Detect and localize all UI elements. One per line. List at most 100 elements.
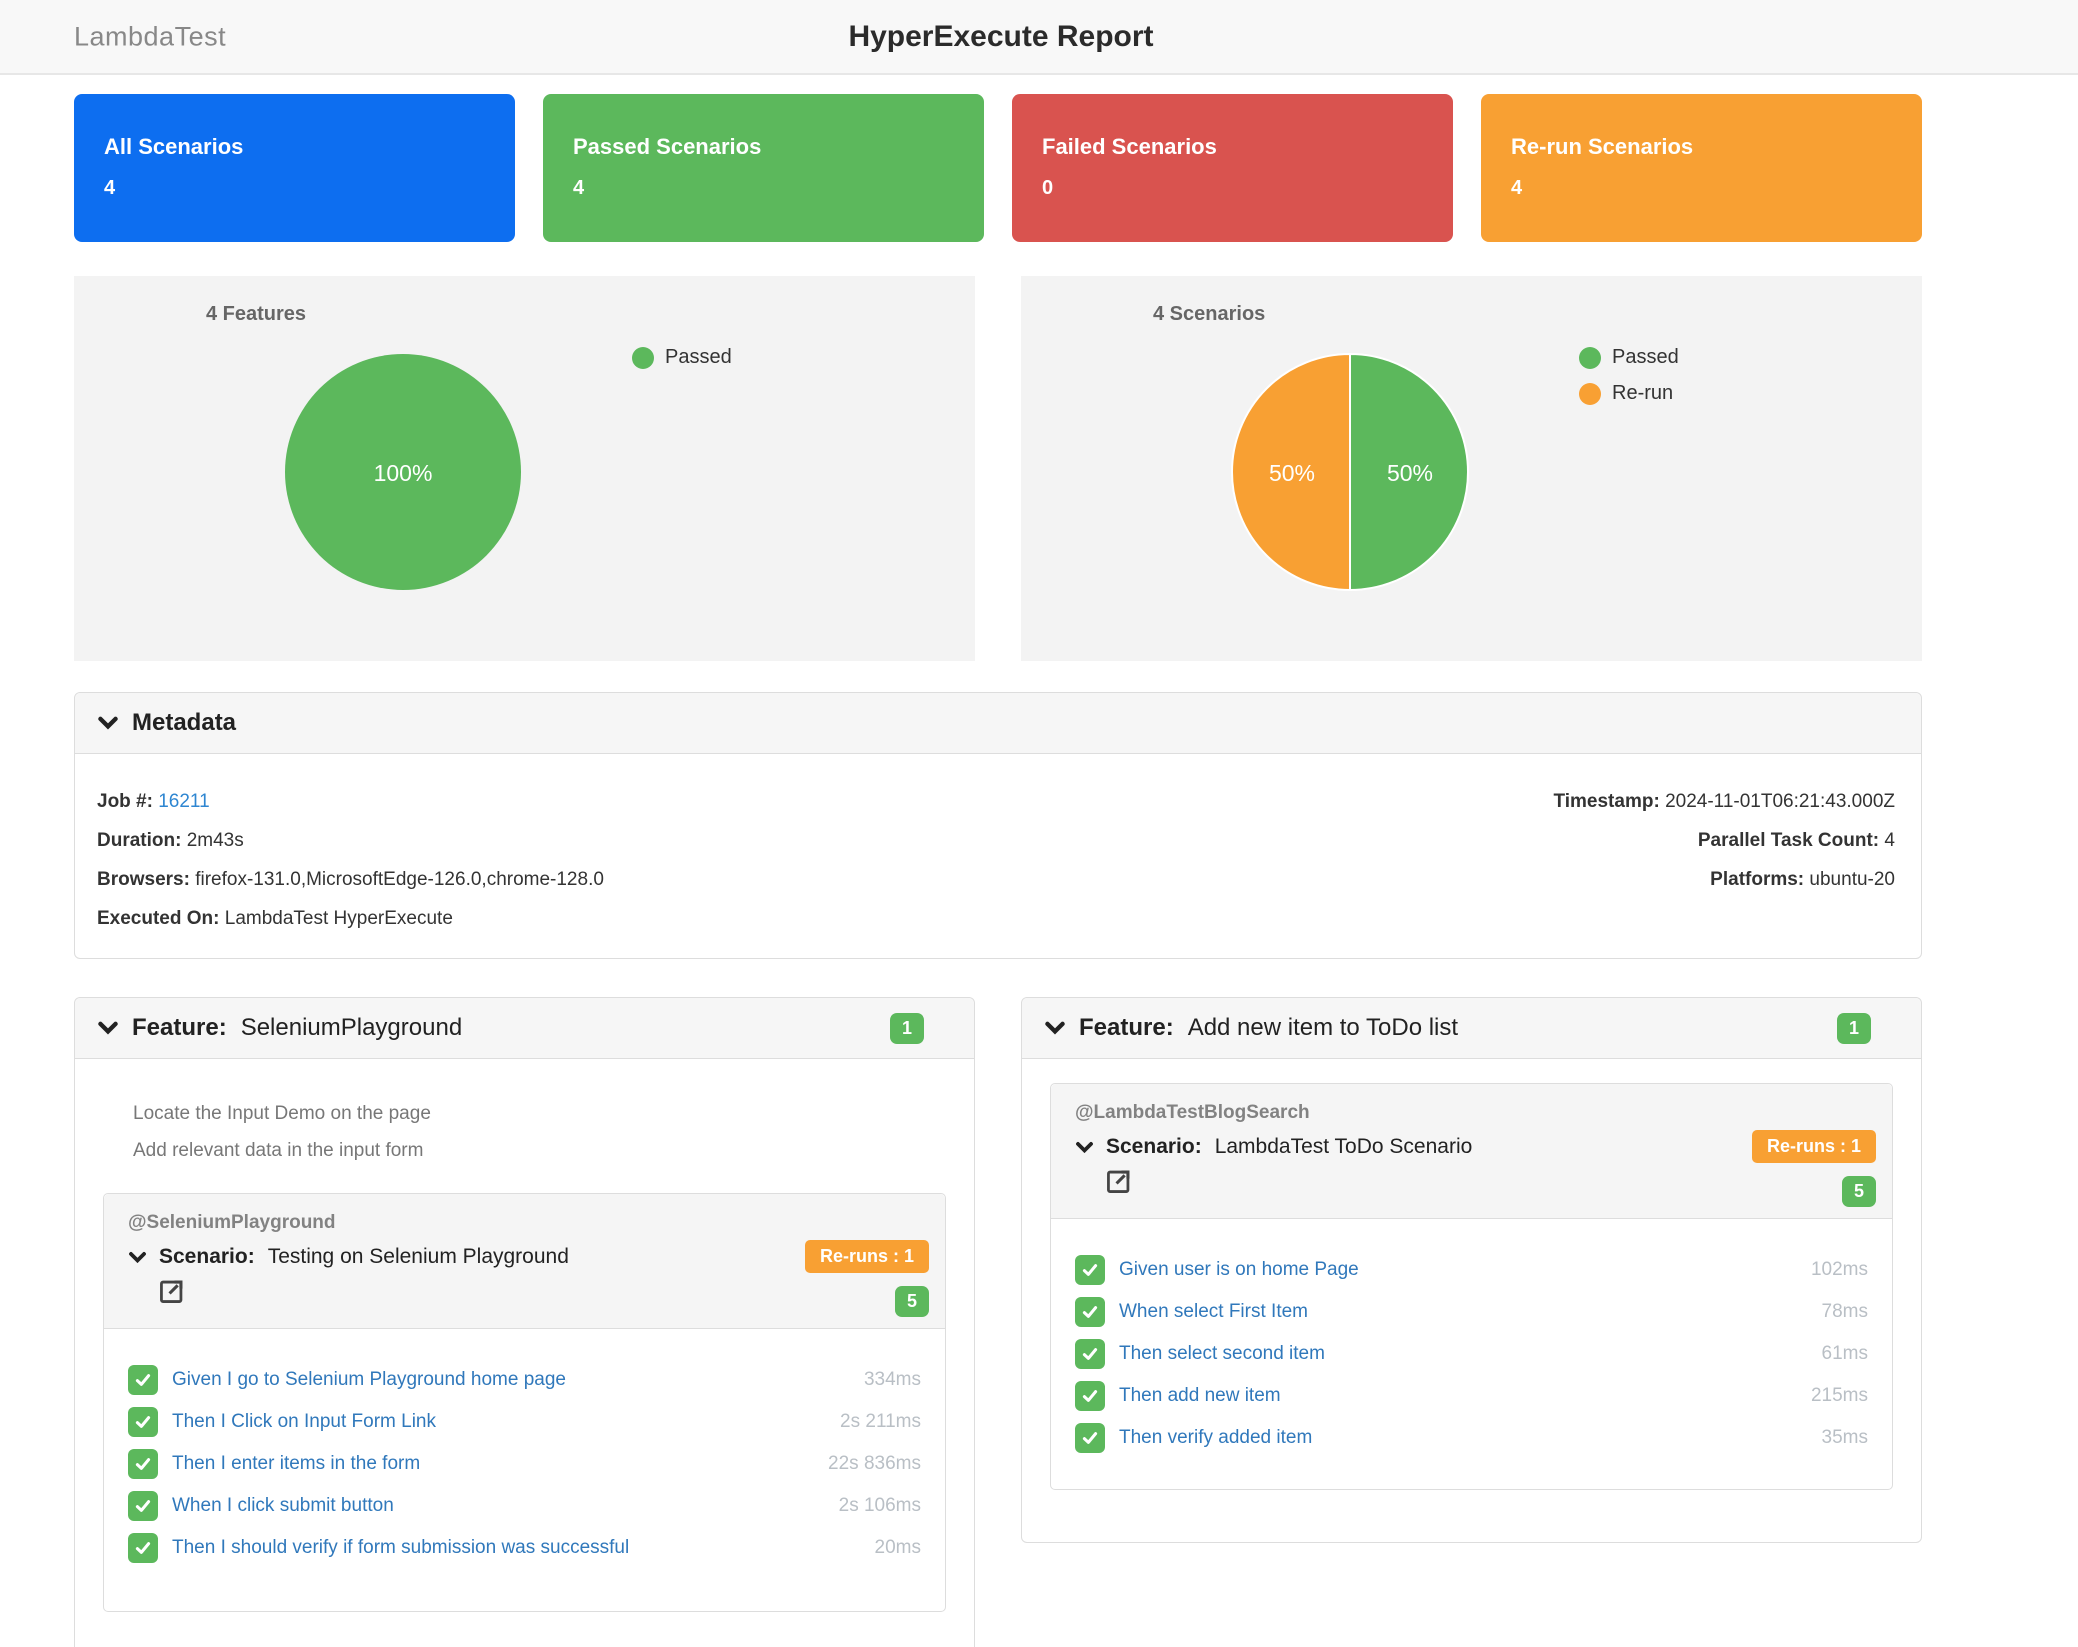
step-link[interactable]: Given I go to Selenium Playground home p…: [172, 1369, 566, 1390]
feature-name: Add new item to ToDo list: [1187, 1014, 1459, 1041]
metadata-panel: Metadata Job #: 16211 Duration: 2m43s Br…: [74, 692, 1922, 959]
step-duration: 22s 836ms: [828, 1453, 921, 1474]
step-link[interactable]: When I click submit button: [172, 1495, 394, 1516]
step-row: Then I Click on Input Form Link 2s 211ms: [128, 1407, 921, 1437]
card-value: 0: [1042, 177, 1054, 199]
scenario-count-badge: 1: [889, 1012, 924, 1044]
passed-check-icon: [128, 1407, 158, 1437]
chevron-down-icon[interactable]: [1075, 1138, 1094, 1157]
meta-value: firefox-131.0,MicrosoftEdge-126.0,chrome…: [195, 869, 604, 890]
chevron-down-icon[interactable]: [97, 712, 119, 734]
meta-value: LambdaTest HyperExecute: [224, 908, 453, 929]
meta-label: Timestamp:: [1553, 791, 1660, 812]
meta-value: 2m43s: [186, 830, 244, 851]
step-link[interactable]: Given user is on home Page: [1119, 1259, 1359, 1280]
step-link[interactable]: Then I Click on Input Form Link: [172, 1411, 436, 1432]
passed-check-icon: [1075, 1297, 1105, 1327]
passed-check-icon: [1075, 1339, 1105, 1369]
passed-check-icon: [128, 1533, 158, 1563]
passed-check-icon: [1075, 1255, 1105, 1285]
meta-label: Parallel Task Count:: [1697, 830, 1880, 851]
meta-value: 2024-11-01T06:21:43.000Z: [1665, 791, 1895, 812]
feature-label: Feature:: [1079, 1014, 1174, 1041]
step-row: Then verify added item 35ms: [1075, 1423, 1868, 1453]
external-link-icon[interactable]: [1106, 1168, 1132, 1194]
scenario-tag: @LambdaTestBlogSearch: [1075, 1102, 1310, 1123]
scenario-header: @LambdaTestBlogSearch Scenario: LambdaTe…: [1051, 1084, 1892, 1219]
step-duration: 2s 211ms: [840, 1411, 921, 1432]
passed-legend-dot-icon: [1579, 346, 1601, 369]
chart-legend: Passed: [632, 346, 732, 382]
step-link[interactable]: Then I should verify if form submission …: [172, 1537, 630, 1558]
scenario-label: Scenario:: [1106, 1135, 1202, 1158]
chevron-down-icon[interactable]: [97, 1017, 119, 1039]
legend-item-passed[interactable]: Passed: [1579, 346, 1679, 369]
scenario-name: LambdaTest ToDo Scenario: [1214, 1135, 1473, 1158]
step-row: Then add new item 215ms: [1075, 1381, 1868, 1411]
summary-card-all[interactable]: All Scenarios 4: [74, 94, 515, 242]
rerun-legend-dot-icon: [1579, 382, 1601, 405]
summary-card-rerun[interactable]: Re-run Scenarios 4: [1481, 94, 1922, 242]
step-link[interactable]: Then select second item: [1119, 1343, 1325, 1364]
rerun-badge: Re-runs : 1: [804, 1240, 929, 1273]
legend-item-passed[interactable]: Passed: [632, 346, 732, 369]
scenario-tag: @SeleniumPlayground: [128, 1212, 336, 1233]
step-row: Then I should verify if form submission …: [128, 1533, 921, 1563]
scenarios-pie-chart: 50% 50%: [1230, 352, 1470, 592]
step-row: Then select second item 61ms: [1075, 1339, 1868, 1369]
step-duration: 2s 106ms: [838, 1495, 921, 1516]
passed-check-icon: [128, 1491, 158, 1521]
pie-slice-passed: [1349, 352, 1469, 592]
metadata-header[interactable]: Metadata: [75, 693, 1921, 754]
summary-cards: All Scenarios 4 Passed Scenarios 4 Faile…: [74, 94, 1922, 242]
external-link-icon[interactable]: [159, 1278, 185, 1304]
page-title: HyperExecute Report: [848, 19, 1154, 53]
chevron-down-icon[interactable]: [1044, 1017, 1066, 1039]
card-value: 4: [1511, 177, 1523, 199]
feature-header[interactable]: Feature: SeleniumPlayground 1: [75, 998, 974, 1059]
step-row: Then I enter items in the form 22s 836ms: [128, 1449, 921, 1479]
job-number-link[interactable]: 16211: [158, 791, 210, 812]
meta-label: Browsers:: [97, 869, 190, 890]
meta-label: Executed On:: [97, 908, 220, 929]
feature-description: Locate the Input Demo on the page: [133, 1103, 431, 1124]
scenarios-chart-panel: 4 Scenarios 50% 50% Passed Re-run: [1021, 276, 1922, 661]
summary-card-failed[interactable]: Failed Scenarios 0: [1012, 94, 1453, 242]
chevron-down-icon[interactable]: [128, 1248, 147, 1267]
step-duration: 35ms: [1821, 1427, 1868, 1448]
scenario-header: @SeleniumPlayground Scenario: Testing on…: [104, 1194, 945, 1329]
summary-card-passed[interactable]: Passed Scenarios 4: [543, 94, 984, 242]
steps-list: Given user is on home Page 102ms When se…: [1051, 1219, 1892, 1489]
step-link[interactable]: When select First Item: [1119, 1301, 1308, 1322]
step-row: Given user is on home Page 102ms: [1075, 1255, 1868, 1285]
chart-title: 4 Scenarios: [1153, 303, 1266, 325]
card-value: 4: [104, 177, 116, 199]
meta-duration-row: Duration: 2m43s: [97, 821, 604, 860]
step-duration: 334ms: [863, 1369, 921, 1390]
feature-panel-selenium-playground: Feature: SeleniumPlayground 1 Locate the…: [74, 997, 975, 1647]
meta-parallel-count-row: Parallel Task Count: 4: [1553, 821, 1895, 860]
step-link[interactable]: Then I enter items in the form: [172, 1453, 421, 1474]
steps-list: Given I go to Selenium Playground home p…: [104, 1329, 945, 1611]
rerun-badge: Re-runs : 1: [1751, 1130, 1876, 1163]
step-link[interactable]: Then add new item: [1119, 1385, 1281, 1406]
top-bar: LambdaTest HyperExecute Report: [0, 0, 2078, 75]
step-row: When I click submit button 2s 106ms: [128, 1491, 921, 1521]
meta-label: Duration:: [97, 830, 182, 851]
step-count-badge: 5: [1841, 1176, 1876, 1207]
scenario-card: @SeleniumPlayground Scenario: Testing on…: [103, 1193, 946, 1612]
card-label: Failed Scenarios: [1042, 134, 1217, 159]
card-label: All Scenarios: [104, 134, 244, 159]
card-label: Re-run Scenarios: [1511, 134, 1694, 159]
pie-slice-label: 50%: [1269, 460, 1315, 486]
card-label: Passed Scenarios: [573, 134, 762, 159]
scenario-count-badge: 1: [1836, 1012, 1871, 1044]
feature-header[interactable]: Feature: Add new item to ToDo list 1: [1022, 998, 1921, 1059]
meta-timestamp-row: Timestamp: 2024-11-01T06:21:43.000Z: [1553, 782, 1895, 821]
meta-label: Platforms:: [1710, 869, 1805, 890]
feature-panel-todo-list: Feature: Add new item to ToDo list 1 @La…: [1021, 997, 1922, 1543]
step-link[interactable]: Then verify added item: [1119, 1427, 1313, 1448]
feature-description: Add relevant data in the input form: [133, 1140, 424, 1161]
legend-item-rerun[interactable]: Re-run: [1579, 382, 1679, 405]
card-value: 4: [573, 177, 585, 199]
